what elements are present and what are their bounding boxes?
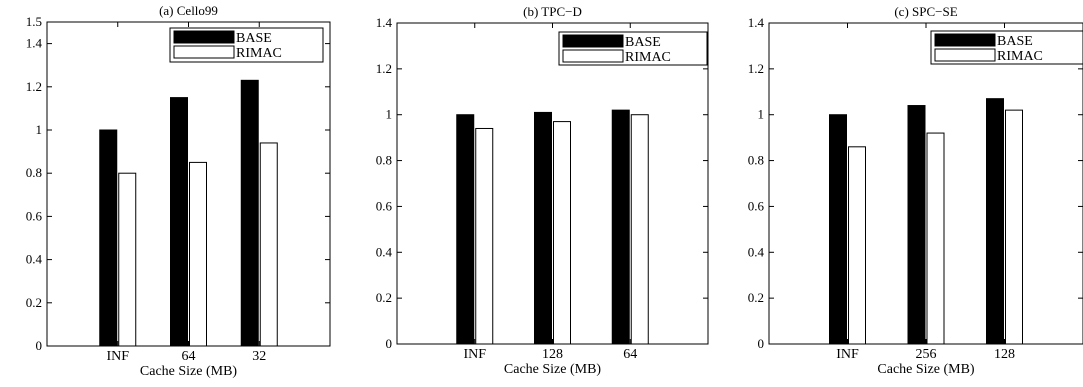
bar-base: [534, 111, 552, 345]
y-tick-label: 0: [386, 336, 393, 351]
axes-frame: [768, 22, 1083, 345]
y-tick-label: 1: [386, 107, 393, 122]
legend-label-base: BASE: [997, 34, 1033, 49]
y-tick-label: 0.4: [26, 252, 43, 267]
x-tick-label: 64: [182, 349, 196, 364]
bar-base: [986, 98, 1004, 345]
x-tick-label: 128: [994, 347, 1015, 362]
axes-frame: [396, 22, 709, 345]
x-tick-label: 256: [916, 347, 937, 362]
legend-label-base: BASE: [625, 35, 661, 50]
y-tick-label: 1.2: [748, 61, 764, 76]
bar-base: [240, 79, 259, 347]
bar-rimac: [630, 114, 649, 345]
y-tick-label: 1: [758, 107, 765, 122]
bar-base: [170, 97, 188, 347]
y-tick-label: 1.5: [26, 14, 42, 29]
x-tick-label: 32: [252, 349, 266, 364]
legend-swatch-rimac: [173, 45, 235, 59]
y-tick-label: 1.4: [748, 15, 765, 30]
bar-base: [907, 105, 926, 345]
bar-rimac: [553, 121, 571, 345]
bar-rimac: [1005, 109, 1023, 345]
y-tick-label: 0.2: [26, 295, 42, 310]
chart-panel-0: (a) Cello99 0 0.2 0.4 0.6 0.8 1 1.2 1.4 1.5 INF 64 3…: [26, 3, 331, 379]
legend-swatch-base: [173, 30, 235, 44]
y-tick-label: 0.6: [748, 198, 765, 213]
bar-base: [829, 114, 847, 345]
chart-panel-1: (b) TPC−D 0 0.2 0.4 0.6 0.8 1 1.2 1.4 INF 128 64 Cac…: [376, 4, 709, 377]
bar-rimac: [118, 172, 137, 347]
y-tick-label: 0.2: [748, 290, 764, 305]
legend-label-rimac: RIMAC: [997, 49, 1043, 64]
bar-rimac: [259, 142, 278, 347]
y-tick-label: 0.8: [748, 153, 764, 168]
x-axis-label: Cache Size (MB): [877, 362, 975, 377]
bar-base: [611, 109, 630, 345]
legend-label-rimac: RIMAC: [236, 46, 282, 61]
y-tick-label: 0.6: [376, 198, 393, 213]
x-axis-label: Cache Size (MB): [140, 364, 238, 379]
legend-swatch-rimac: [562, 49, 624, 63]
x-tick-label: INF: [106, 349, 129, 364]
y-tick-label: 0: [36, 338, 43, 353]
x-tick-label: INF: [463, 347, 486, 362]
bar-rimac: [848, 146, 866, 345]
bar-base: [99, 129, 118, 347]
y-tick-label: 0.2: [376, 290, 392, 305]
y-tick-label: 1.2: [26, 79, 42, 94]
x-tick-label: 128: [542, 347, 563, 362]
y-tick-label: 0.8: [376, 153, 392, 168]
legend-swatch-base: [934, 33, 996, 47]
y-tick-label: 0: [758, 336, 765, 351]
y-tick-label: 0.6: [26, 208, 43, 223]
legend-label-rimac: RIMAC: [625, 50, 671, 65]
legend-label-base: BASE: [236, 31, 272, 46]
y-tick-label: 1: [36, 122, 43, 137]
chart-title: (b) TPC−D: [523, 4, 582, 19]
axes-frame: [46, 21, 331, 347]
x-tick-label: 64: [623, 347, 637, 362]
x-tick-label: INF: [836, 347, 859, 362]
y-tick-label: 0.8: [26, 165, 42, 180]
y-tick-label: 1.4: [26, 36, 43, 51]
bar-rimac: [926, 132, 945, 345]
y-tick-label: 1.2: [376, 61, 392, 76]
legend-swatch-base: [562, 34, 624, 48]
y-tick-label: 0.4: [376, 244, 393, 259]
chart-title: (c) SPC−SE: [894, 4, 957, 19]
bar-rimac: [189, 161, 207, 347]
x-axis-label: Cache Size (MB): [504, 362, 602, 377]
legend-swatch-rimac: [934, 48, 996, 62]
bar-rimac: [475, 127, 494, 345]
chart-title: (a) Cello99: [159, 3, 218, 18]
y-tick-label: 1.4: [376, 15, 393, 30]
chart-panel-2: (c) SPC−SE 0 0.2 0.4 0.6 0.8 1 1.2 1.4 INF 256 128 C…: [748, 4, 1083, 377]
bar-base: [456, 114, 475, 345]
y-tick-label: 0.4: [748, 244, 765, 259]
